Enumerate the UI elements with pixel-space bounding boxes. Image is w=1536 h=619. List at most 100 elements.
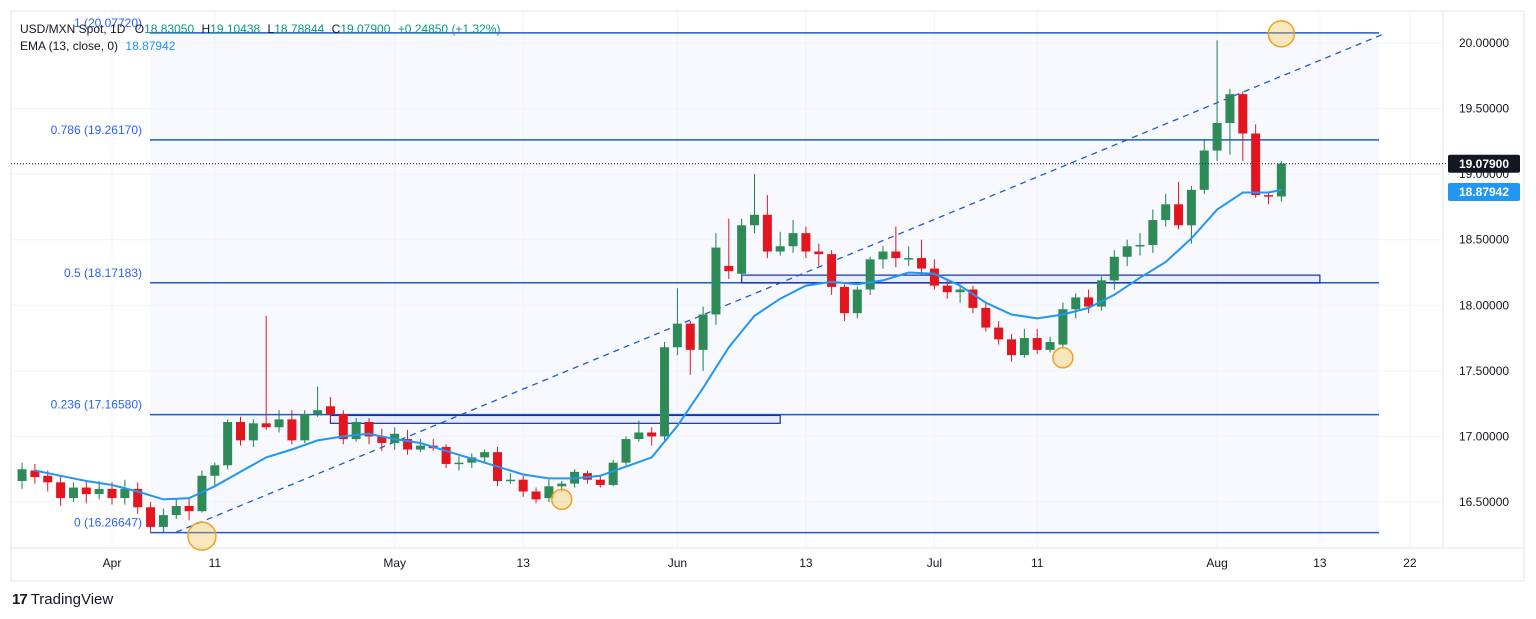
price-tick-label: 17.50000 (1459, 364, 1509, 378)
candle-body-down (338, 414, 348, 440)
price-tick-label: 16.50000 (1459, 495, 1509, 509)
candle-body-down (968, 289, 978, 308)
candle-body-down (1251, 133, 1261, 196)
ohlc-legend-row: USD/MXN Spot, 1D O18.83050 H19.10438 L18… (20, 21, 500, 38)
candle-body-up (1058, 309, 1068, 345)
candle-body-up (223, 422, 233, 466)
time-tick-label: 11 (209, 556, 222, 570)
time-tick-label: 22 (1403, 556, 1417, 570)
time-tick-label: 11 (1031, 556, 1044, 570)
tradingview-logo-icon: 17 (12, 591, 28, 608)
time-tick-label: 13 (799, 556, 813, 570)
candle-body-down (801, 233, 811, 252)
time-tick-label: Aug (1206, 556, 1227, 570)
candle-body-up (1045, 342, 1055, 350)
candle-body-up (865, 259, 875, 290)
candle-body-up (351, 422, 361, 440)
candle-body-down (518, 479, 528, 492)
fib-level-label: 1 (20.07720) (74, 16, 142, 30)
candle-body-down (685, 323, 695, 350)
candle-body-up (505, 479, 515, 482)
low-label: L (267, 22, 275, 36)
candle-body-up (698, 314, 708, 350)
candle-body-up (1276, 163, 1286, 197)
candle-body-up (621, 439, 631, 463)
candle-body-up (1186, 189, 1196, 226)
candle-body-down (184, 505, 194, 512)
close-value: 19.07900 (340, 22, 391, 36)
change-value: +0.24850 (+1.32%) (397, 22, 501, 36)
time-axis[interactable]: Apr 11 May 13 Jun 13 Jul 11 Aug 13 22 (103, 556, 1417, 570)
candle-body-down (56, 482, 66, 499)
open-value: 18.83050 (144, 22, 195, 36)
candle-body-down (1264, 195, 1273, 197)
fib-level-label: 0.5 (18.17183) (64, 266, 142, 280)
highlight-circle (551, 488, 573, 511)
price-tick-label: 18.00000 (1459, 298, 1509, 312)
candle-body-up (17, 469, 27, 482)
highlight-circles[interactable] (187, 20, 1296, 551)
price-tags: 19.07900 18.87942 (11, 154, 1520, 201)
candle-body-up (1019, 338, 1029, 356)
candle-body-up (634, 432, 644, 440)
time-tick-label: Jun (668, 556, 687, 570)
chart-legend: USD/MXN Spot, 1D O18.83050 H19.10438 L18… (20, 21, 500, 55)
candle-body-down (994, 327, 1004, 340)
fibonacci-levels[interactable]: 1 (20.07720) 0.786 (19.26170) 0.5 (18.1718… (51, 16, 1379, 534)
candles[interactable] (17, 40, 1286, 533)
candle-body-down (814, 251, 824, 255)
candle-body-down (236, 422, 245, 441)
fib-level-label: 0.236 (17.16580) (51, 398, 142, 412)
candle-body-up (775, 246, 785, 252)
candle-body-down (146, 507, 156, 527)
candle-body-up (711, 247, 721, 315)
trendline[interactable] (176, 33, 1385, 533)
candle-body-down (30, 470, 40, 478)
ema-price-tag-text: 18.87942 (1459, 185, 1509, 199)
candle-body-down (133, 488, 143, 508)
candle-body-down (364, 422, 374, 437)
candle-body-up (1212, 122, 1222, 151)
candle-body-up (467, 457, 477, 463)
open-label: O (134, 22, 145, 36)
candle-body-up (120, 488, 130, 499)
ema-label: EMA (13, close, 0) (20, 39, 119, 53)
price-tick-label: 20.00000 (1459, 36, 1509, 50)
ema-line[interactable] (34, 188, 1282, 501)
candle-body-up (415, 445, 425, 450)
candle-body-up (158, 515, 168, 527)
last-price-tag-text: 19.07900 (1459, 157, 1509, 171)
candle-body-down (647, 432, 657, 437)
candle-body-down (917, 258, 927, 269)
price-tick-label: 18.50000 (1459, 233, 1509, 247)
high-value: 19.10438 (210, 22, 261, 36)
candle-body-down (261, 423, 271, 428)
ema-13-line (34, 188, 1282, 501)
chart-border (10, 10, 1525, 582)
ema-price-tag (1448, 182, 1520, 201)
candle-body-up (608, 462, 618, 485)
candle-body-down (762, 214, 772, 252)
ema-value: 18.87942 (125, 39, 176, 53)
candle-body-down (827, 254, 837, 287)
highlight-circle (1267, 20, 1296, 48)
support-zone-box (329, 414, 781, 424)
time-tick-label: 13 (1313, 556, 1327, 570)
brand-name: TradingView (30, 591, 114, 608)
candle-body-down (107, 488, 117, 499)
tradingview-brand[interactable]: 17 TradingView (12, 591, 113, 608)
candle-body-up (788, 233, 798, 247)
candle-body-up (454, 462, 464, 465)
candle-body-up (248, 423, 258, 441)
candle-body-down (1238, 94, 1248, 134)
candle-body-up (1148, 220, 1158, 245)
candle-body-up (955, 289, 965, 293)
trendline-dashed (176, 33, 1385, 533)
candle-body-up (1225, 94, 1235, 123)
time-tick-label: May (383, 556, 406, 570)
candle-body-down (403, 439, 413, 450)
candle-body-down (43, 475, 53, 483)
candle-body-down (377, 436, 387, 443)
candle-body-up (1161, 204, 1171, 221)
